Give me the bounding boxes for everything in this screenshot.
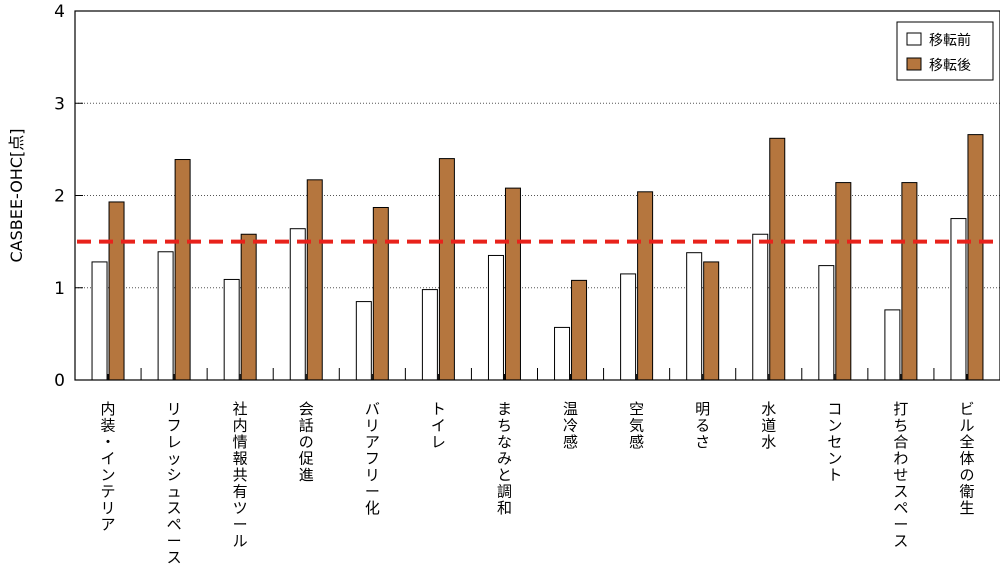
gridlines: [75, 102, 1000, 289]
x-axis-labels: 内装・インテリア リフレッシュスペース 社内情報共有ツール 会話の促進 バリアフリー化 ト…: [101, 400, 975, 566]
bar-s0-3: [289, 228, 306, 381]
y-tick-label-1: 1: [54, 279, 65, 299]
bar-s0-5: [421, 289, 438, 381]
x-label-10: 水道水: [761, 400, 776, 451]
bar-s1-11: [835, 182, 852, 381]
legend-label-after: 移転後: [929, 58, 971, 74]
bar-s1-6: [504, 187, 521, 381]
bar-s0-10: [752, 233, 769, 381]
x-label-2: 社内情報共有ツール: [233, 400, 248, 550]
bar-s0-0: [91, 261, 108, 381]
y-tick-label-3: 3: [54, 94, 65, 114]
bar-s1-3: [306, 179, 323, 381]
x-label-6: まちなみと調和: [497, 400, 512, 517]
bar-s1-13: [967, 134, 984, 381]
x-label-7: 温冷感: [563, 400, 578, 451]
bar-s1-7: [571, 279, 588, 381]
bar-s0-8: [620, 273, 637, 381]
legend: 移転前 移転後: [896, 21, 994, 81]
x-label-8: 空気感: [629, 400, 644, 451]
bar-s0-1: [157, 251, 174, 381]
bar-s1-4: [372, 206, 389, 381]
x-label-0: 内装・インテリア: [101, 400, 116, 534]
legend-swatch-before: [906, 32, 922, 46]
x-label-12: 打ち合わせスペース: [893, 400, 908, 550]
y-tick-label-0: 0: [54, 371, 65, 391]
y-tick-label-2: 2: [54, 187, 65, 207]
bar-s1-5: [438, 158, 455, 381]
bar-s1-9: [703, 261, 720, 381]
bar-s0-11: [818, 265, 835, 381]
category-ticks: [107, 368, 968, 380]
bar-s0-6: [487, 254, 504, 381]
bar-s1-12: [901, 182, 918, 381]
x-label-9: 明るさ: [695, 400, 710, 451]
bar-s1-10: [769, 137, 786, 381]
x-label-1: リフレッシュスペース: [167, 400, 182, 566]
bar-s1-0: [108, 201, 125, 381]
bar-s0-9: [686, 252, 703, 381]
bar-s1-2: [240, 233, 257, 381]
x-label-5: トイレ: [431, 400, 446, 451]
bar-s1-8: [637, 191, 654, 381]
x-label-3: 会話の促進: [299, 400, 314, 484]
y-axis-title: CASBEE-OHC[点]: [7, 129, 26, 263]
x-label-4: バリアフリー化: [365, 400, 380, 517]
bar-s0-12: [884, 309, 901, 381]
legend-swatch-after: [906, 57, 922, 71]
y-tick-label-4: 4: [54, 2, 65, 22]
legend-label-before: 移転前: [929, 32, 971, 49]
bar-s0-7: [554, 326, 571, 381]
y-axis-ticks: 0 1 2 3 4: [54, 2, 83, 391]
bars: [91, 134, 984, 381]
x-label-13: ビル全体の衛生: [959, 400, 974, 517]
x-label-11: コンセント: [827, 400, 842, 484]
bar-s0-2: [223, 278, 240, 381]
bar-s1-1: [174, 159, 191, 381]
bar-s0-4: [355, 301, 372, 381]
